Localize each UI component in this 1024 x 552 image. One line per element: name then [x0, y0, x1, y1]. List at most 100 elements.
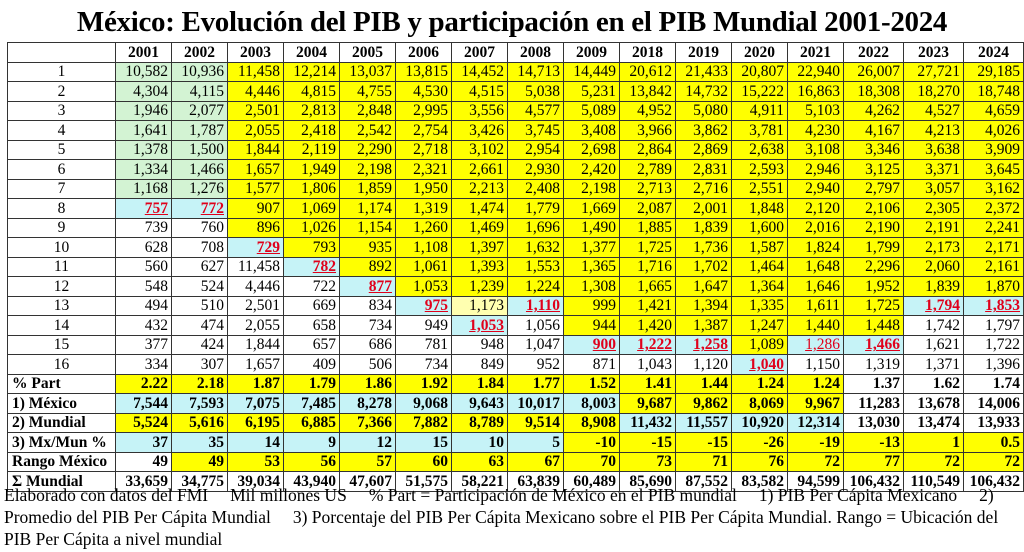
data-cell: 5,524	[115, 412, 172, 433]
cell-value: 1,224	[525, 277, 560, 295]
cell-value: 1,260	[413, 219, 448, 237]
data-cell: 729	[227, 237, 284, 258]
data-cell: 1.79	[283, 373, 340, 394]
data-cell: 2,831	[675, 159, 732, 180]
cell-value: 1,420	[637, 316, 672, 334]
table-row: 2 4,304 4,115 4,446 4,815 4,755 4,530 4,515 5,03…	[7, 81, 1024, 102]
data-cell: 1,258	[675, 334, 732, 355]
row-label: 14	[7, 315, 116, 336]
cell-value: 4,755	[357, 82, 392, 100]
data-cell: 12,214	[283, 61, 340, 82]
cell-value: 2,501	[245, 297, 280, 315]
cell-value: 20,807	[741, 63, 784, 81]
data-cell: 18,748	[963, 81, 1024, 102]
cell-value: 20,612	[629, 63, 672, 81]
data-cell: 1.74	[963, 373, 1024, 394]
data-cell: 1.62	[903, 373, 964, 394]
data-cell: 1,647	[675, 276, 732, 297]
cell-value: 1,247	[749, 316, 784, 334]
cell-value: 72	[824, 453, 841, 471]
cell-value: 548	[144, 277, 168, 295]
cell-value: 60,489	[573, 472, 616, 490]
year-header: 2022	[843, 42, 904, 63]
data-cell: 7,485	[283, 393, 340, 414]
cell-value: 4,167	[865, 121, 900, 139]
data-cell: 5	[507, 432, 564, 453]
data-cell: 1,469	[451, 217, 508, 238]
summary-row: 1) México 7,544 7,593 7,075 7,485 8,278 9,068 9…	[7, 393, 1024, 414]
data-cell: 1,657	[227, 354, 284, 375]
cell-value: 896	[256, 219, 280, 237]
cell-value: 2,940	[805, 180, 840, 198]
cell-value: 1,716	[637, 258, 672, 276]
data-cell: 658	[283, 315, 340, 336]
cell-value: 1,853	[985, 297, 1020, 315]
summary-row: 2) Mundial 5,524 5,616 6,195 6,885 7,366 7,882…	[7, 412, 1024, 433]
data-cell: 1,736	[675, 237, 732, 258]
data-cell: 1,150	[787, 354, 844, 375]
data-cell: 71	[675, 451, 732, 472]
row-label: 12	[7, 276, 116, 297]
cell-value: -10	[595, 433, 616, 451]
cell-value: 772	[200, 199, 224, 217]
data-cell: 3,057	[903, 178, 964, 199]
cell-value: 2,864	[637, 141, 672, 159]
row-label: 2) Mundial	[7, 412, 116, 433]
data-cell: 3,346	[843, 139, 904, 160]
data-cell: 1,553	[507, 256, 564, 277]
cell-value: 6,195	[245, 414, 280, 432]
data-cell: 4,230	[787, 120, 844, 141]
data-cell: 548	[115, 276, 172, 297]
data-cell: 734	[339, 315, 396, 336]
cell-value: 757	[144, 199, 168, 217]
note-text: Mil millones US	[230, 485, 347, 505]
cell-value: 1,797	[985, 316, 1020, 334]
data-cell: 9,068	[395, 393, 452, 414]
data-cell: 3,408	[563, 120, 620, 141]
data-cell: 4,815	[283, 81, 340, 102]
table-row: 12 548 524 4,446 722 877 1,053 1,239 1,224 1,308 1…	[7, 276, 1024, 297]
data-cell: 1,396	[963, 354, 1024, 375]
cell-value: 1.77	[532, 375, 560, 393]
cell-value: 3,556	[469, 102, 504, 120]
row-label: % Part	[7, 373, 116, 394]
data-cell: 1,089	[731, 334, 788, 355]
cell-value: 4,446	[245, 277, 280, 295]
data-cell: 2,016	[787, 217, 844, 238]
data-cell: 2,198	[339, 159, 396, 180]
data-cell: 2,864	[619, 139, 676, 160]
data-cell: 1,168	[115, 178, 172, 199]
cell-value: 94,599	[797, 472, 840, 490]
cell-value: 4,952	[637, 102, 672, 120]
data-cell: 1.37	[843, 373, 904, 394]
data-cell: 10,017	[507, 393, 564, 414]
table-row: 4 1,641 1,787 2,055 2,418 2,542 2,754 3,426 3,74…	[7, 120, 1024, 141]
cell-value: 1,397	[469, 238, 504, 256]
data-cell: 9,967	[787, 393, 844, 414]
cell-value: 474	[200, 316, 224, 334]
data-cell: 22,940	[787, 61, 844, 82]
row-label: 15	[7, 334, 116, 355]
data-cell: 51,575	[395, 471, 452, 492]
cell-value: 409	[312, 355, 336, 373]
data-cell: 72	[787, 451, 844, 472]
cell-value: 106,432	[849, 472, 900, 490]
data-cell: 1,844	[227, 334, 284, 355]
cell-value: 3,408	[581, 121, 616, 139]
data-cell: 1.41	[619, 373, 676, 394]
cell-value: 1,950	[413, 180, 448, 198]
cell-value: 1,702	[693, 258, 728, 276]
cell-value: 2,930	[525, 160, 560, 178]
data-cell: 15	[395, 432, 452, 453]
cell-value: 87,552	[685, 472, 728, 490]
data-cell: 952	[507, 354, 564, 375]
data-cell: 1.52	[563, 373, 620, 394]
data-cell: 15,222	[731, 81, 788, 102]
data-cell: 772	[171, 198, 228, 219]
year-header: 2018	[619, 42, 676, 63]
data-cell: 11,432	[619, 412, 676, 433]
data-cell: 871	[563, 354, 620, 375]
cell-value: 2,869	[693, 141, 728, 159]
data-cell: 1,779	[507, 198, 564, 219]
cell-value: 1,371	[925, 355, 960, 373]
